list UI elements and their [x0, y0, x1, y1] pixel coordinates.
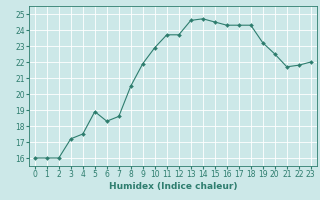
X-axis label: Humidex (Indice chaleur): Humidex (Indice chaleur): [108, 182, 237, 191]
